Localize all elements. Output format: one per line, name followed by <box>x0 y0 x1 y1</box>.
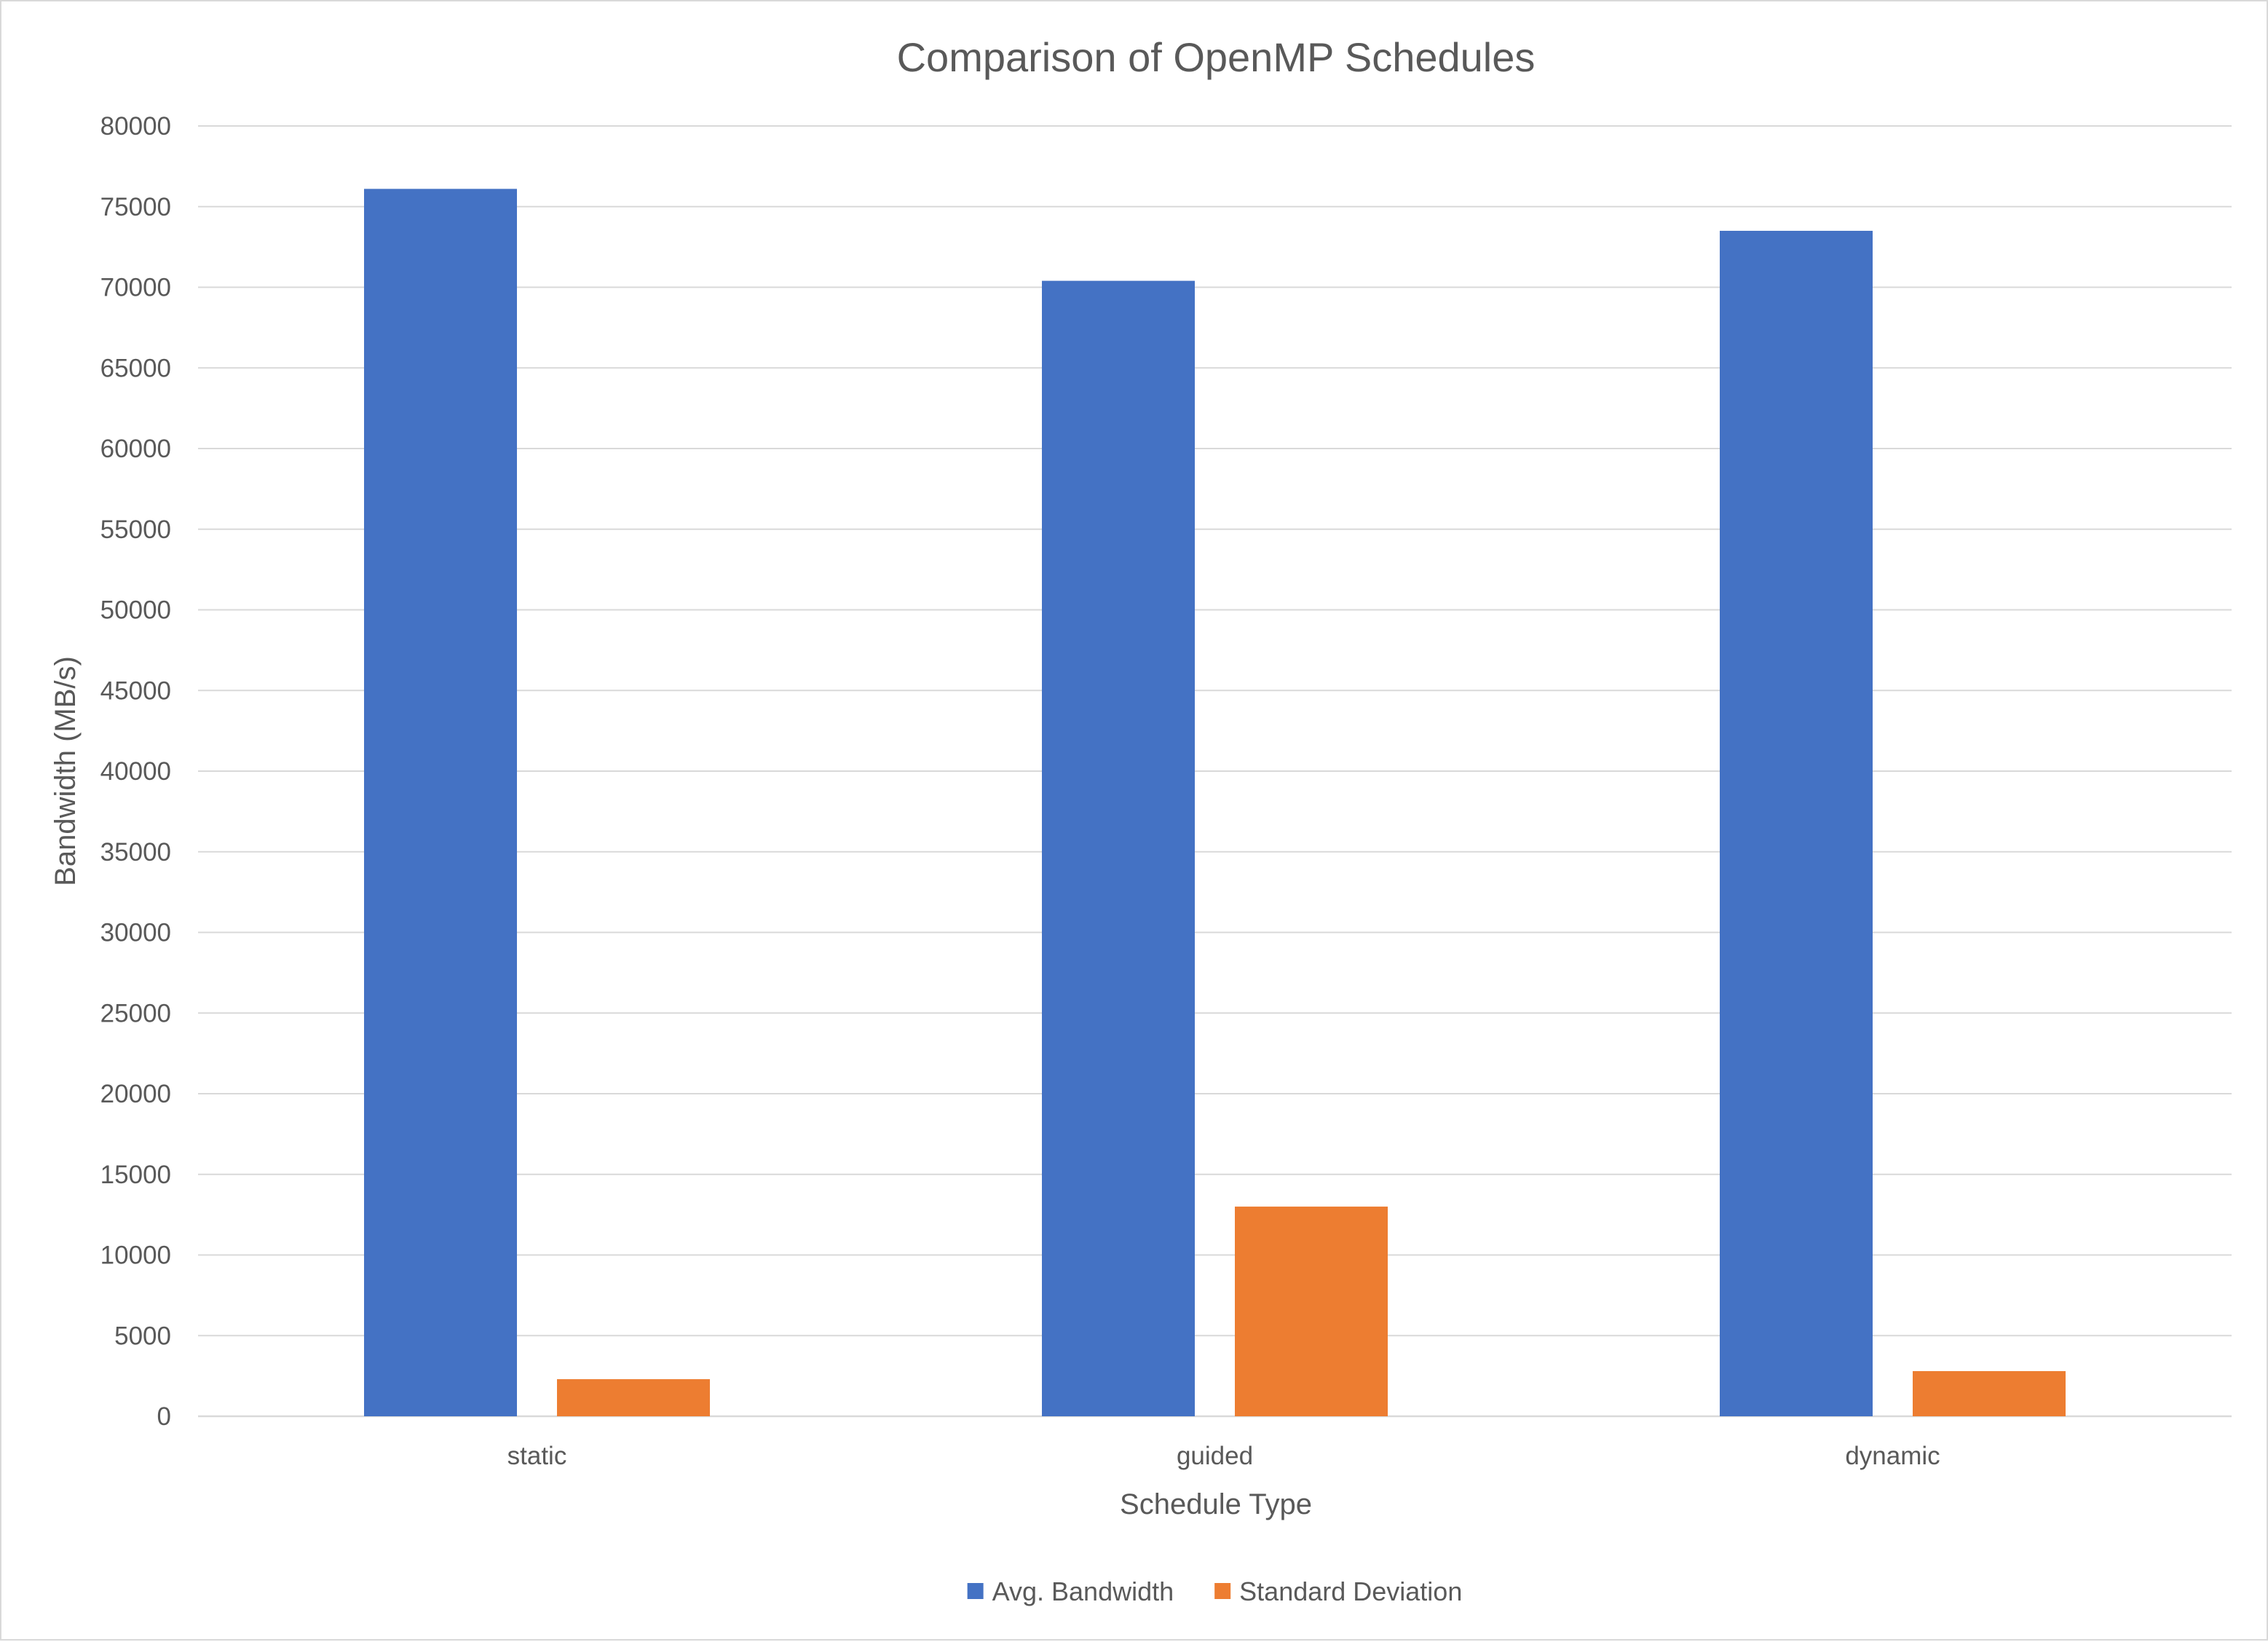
x-axis-ticks: static guided dynamic <box>507 1442 1940 1470</box>
y-tick-label: 15000 <box>100 1161 171 1189</box>
y-axis-ticks: 0 5000 10000 15000 20000 25000 30000 35000 40000… <box>100 112 171 1431</box>
bar-static-standard-deviation <box>557 1379 710 1416</box>
bars <box>364 189 2066 1417</box>
legend-swatch <box>1214 1583 1231 1599</box>
bar-dynamic-avg-bandwidth <box>1720 230 1873 1417</box>
y-tick-label: 50000 <box>100 596 171 625</box>
legend-label: Avg. Bandwidth <box>992 1576 1174 1606</box>
bar-dynamic-standard-deviation <box>1913 1370 2066 1416</box>
x-tick-label-static: static <box>507 1442 567 1470</box>
y-tick-label: 20000 <box>100 1080 171 1108</box>
legend-item-standard-deviation: Standard Deviation <box>1214 1576 1462 1606</box>
legend-item-avg-bandwidth: Avg. Bandwidth <box>967 1576 1174 1606</box>
x-tick-label-guided: guided <box>1177 1442 1253 1470</box>
y-tick-label: 0 <box>157 1402 171 1431</box>
y-tick-label: 75000 <box>100 193 171 221</box>
y-tick-label: 80000 <box>100 112 171 141</box>
x-axis-title: Schedule Type <box>1120 1488 1312 1520</box>
y-tick-label: 60000 <box>100 435 171 463</box>
y-tick-label: 55000 <box>100 516 171 544</box>
legend-swatch <box>967 1583 984 1599</box>
bar-guided-standard-deviation <box>1235 1207 1388 1416</box>
y-tick-label: 35000 <box>100 838 171 867</box>
y-tick-label: 5000 <box>114 1322 171 1350</box>
y-tick-label: 25000 <box>100 999 171 1027</box>
x-tick-label-dynamic: dynamic <box>1845 1442 1940 1470</box>
bar-static-avg-bandwidth <box>364 189 517 1416</box>
legend: Avg. Bandwidth Standard Deviation <box>967 1576 1462 1606</box>
y-tick-label: 45000 <box>100 676 171 705</box>
y-tick-label: 65000 <box>100 354 171 382</box>
y-tick-label: 40000 <box>100 757 171 786</box>
y-tick-label: 10000 <box>100 1242 171 1270</box>
gridlines <box>198 125 2232 1418</box>
chart-title: Comparison of OpenMP Schedules <box>897 34 1536 80</box>
y-tick-label: 70000 <box>100 274 171 302</box>
y-axis-title: Bandwidth (MB/s) <box>50 656 82 886</box>
legend-label: Standard Deviation <box>1239 1576 1462 1606</box>
bar-guided-avg-bandwidth <box>1042 280 1195 1416</box>
y-tick-label: 30000 <box>100 919 171 947</box>
